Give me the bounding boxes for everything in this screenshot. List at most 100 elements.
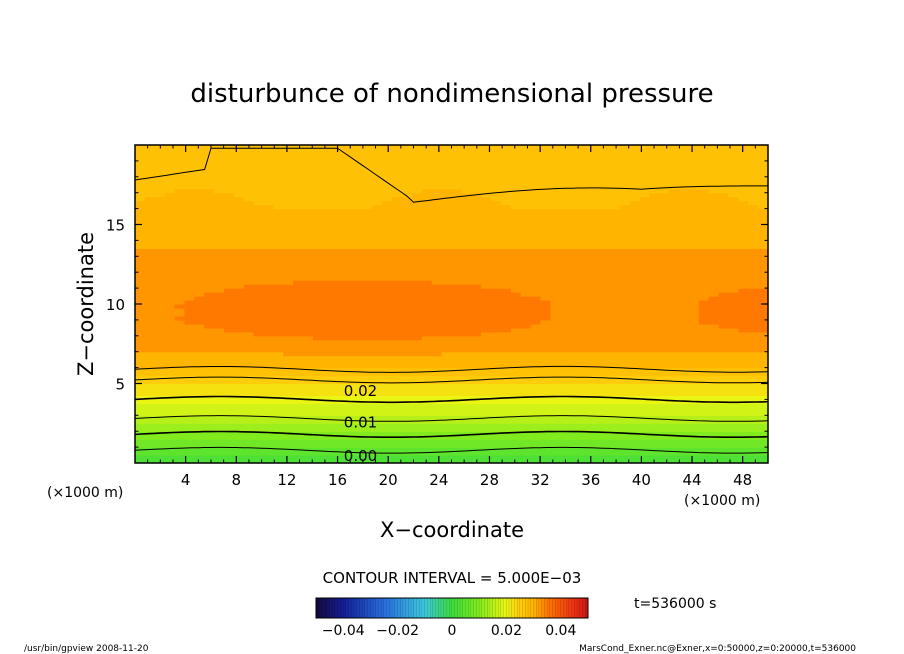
field-cell (570, 379, 581, 385)
field-cell (718, 363, 730, 369)
field-cell (609, 244, 621, 249)
field-cell (154, 359, 166, 365)
field-cell (392, 403, 403, 408)
field-cell (728, 145, 739, 150)
field-cell (411, 367, 423, 373)
field-cell (144, 343, 156, 349)
field-cell (609, 145, 621, 150)
field-cell (332, 367, 344, 373)
field-cell (402, 427, 413, 432)
field-cell (530, 447, 542, 452)
field-cell (411, 379, 423, 385)
field-cell (342, 172, 354, 178)
field-cell (303, 244, 314, 249)
field-cell (243, 391, 255, 397)
field-cell (263, 292, 275, 297)
field-cell (421, 423, 433, 428)
field-cell (313, 176, 324, 182)
field-cell (451, 280, 462, 285)
field-cell (748, 363, 759, 369)
field-cell (708, 180, 720, 186)
field-cell (273, 319, 284, 325)
field-cell (184, 208, 195, 214)
field-cell (570, 148, 581, 154)
field-cell (194, 192, 205, 198)
field-cell (718, 315, 730, 321)
field-cell (342, 296, 354, 301)
field-cell (728, 164, 739, 170)
field-cell (441, 292, 453, 297)
field-cell (184, 339, 195, 345)
field-cell (421, 447, 433, 452)
field-cell (382, 256, 393, 261)
field-cell (273, 331, 284, 337)
field-cell (332, 228, 344, 234)
field-cell (214, 383, 225, 389)
field-cell (313, 347, 324, 353)
field-cell (164, 236, 176, 241)
field-cell (728, 447, 739, 452)
field-cell (698, 292, 710, 297)
field-cell (411, 212, 423, 218)
field-cell (273, 236, 284, 241)
field-cell (303, 284, 314, 289)
field-cell (372, 192, 383, 198)
field-cell (560, 327, 571, 333)
field-cell (233, 236, 245, 241)
field-cell (421, 260, 433, 265)
field-cell (659, 260, 670, 265)
field-cell (352, 339, 364, 345)
field-cell (293, 339, 304, 345)
field-cell (629, 347, 641, 353)
field-cell (609, 196, 621, 202)
field-cell (263, 371, 275, 377)
field-cell (243, 148, 255, 154)
field-cell (144, 168, 156, 174)
field-cell (253, 300, 265, 305)
field-cell (441, 411, 453, 416)
field-cell (214, 439, 225, 444)
field-cell (144, 407, 156, 412)
field-cell (451, 451, 462, 456)
field-cell (570, 443, 581, 448)
field-cell (560, 196, 571, 202)
field-cell (698, 459, 710, 463)
field-cell (372, 319, 383, 325)
field-cell (570, 145, 581, 150)
field-cell (520, 367, 532, 373)
field-cell (402, 331, 413, 337)
field-cell (332, 164, 344, 170)
field-cell (659, 443, 670, 448)
field-cell (382, 383, 393, 389)
field-cell (560, 292, 571, 297)
field-cell (451, 391, 462, 397)
field-cell (510, 248, 522, 253)
field-cell (362, 232, 373, 238)
field-cell (164, 391, 176, 397)
field-cell (293, 148, 304, 154)
field-cell (293, 343, 304, 349)
field-cell (342, 300, 354, 305)
field-cell (540, 300, 552, 305)
field-cell (451, 351, 462, 357)
field-cell (708, 224, 720, 230)
field-cell (738, 204, 749, 210)
field-cell (164, 399, 176, 404)
field-cell (174, 168, 186, 174)
field-cell (313, 403, 324, 408)
field-cell (649, 204, 660, 210)
field-cell (135, 248, 146, 253)
field-cell (372, 367, 383, 373)
field-cell (698, 367, 710, 373)
field-cell (738, 268, 749, 273)
field-cell (144, 244, 156, 249)
field-cell (263, 152, 275, 158)
field-cell (500, 407, 512, 412)
field-cell (500, 399, 512, 404)
field-cell (471, 395, 482, 400)
field-cell (589, 172, 601, 178)
field-cell (184, 260, 195, 265)
field-cell (224, 288, 235, 293)
field-cell (728, 459, 739, 463)
field-cell (629, 256, 641, 261)
